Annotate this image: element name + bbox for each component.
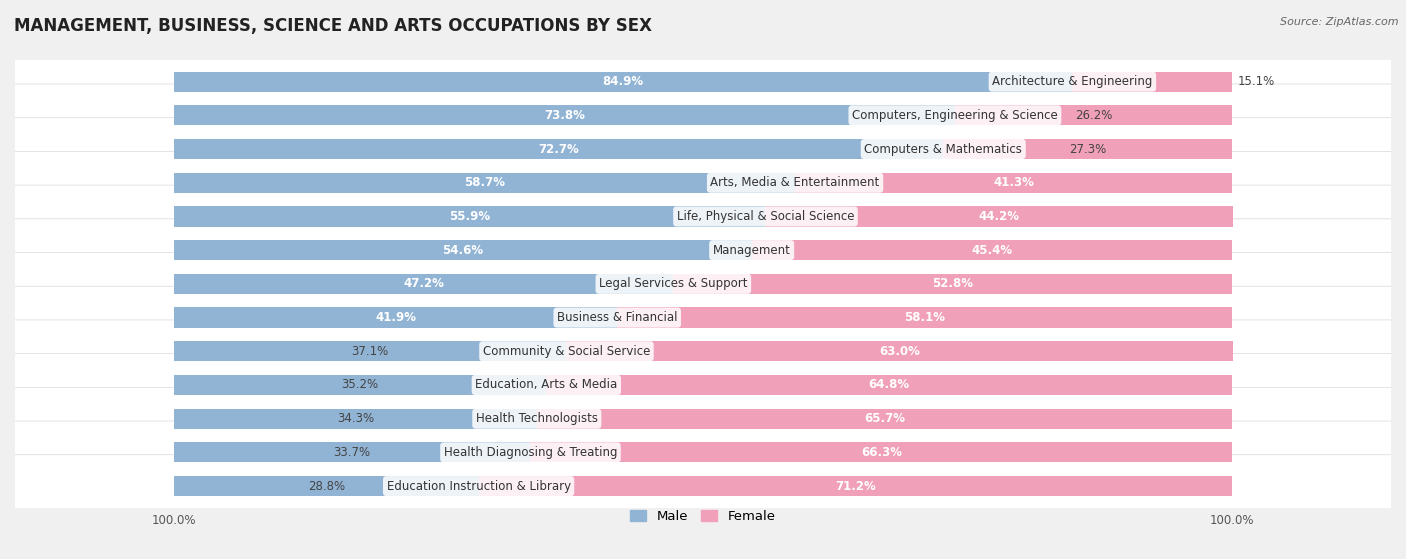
Text: 44.2%: 44.2% — [979, 210, 1019, 223]
FancyBboxPatch shape — [11, 253, 1395, 315]
FancyBboxPatch shape — [11, 118, 1395, 181]
Text: 34.3%: 34.3% — [336, 412, 374, 425]
Text: 45.4%: 45.4% — [972, 244, 1012, 257]
Text: Education, Arts & Media: Education, Arts & Media — [475, 378, 617, 391]
FancyBboxPatch shape — [11, 151, 1395, 214]
Bar — [765, 206, 1233, 226]
Text: Legal Services & Support: Legal Services & Support — [599, 277, 748, 290]
FancyBboxPatch shape — [11, 455, 1395, 518]
Text: Architecture & Engineering: Architecture & Engineering — [993, 75, 1153, 88]
Text: 64.8%: 64.8% — [869, 378, 910, 391]
Text: Computers & Mathematics: Computers & Mathematics — [865, 143, 1022, 155]
Bar — [174, 341, 567, 361]
FancyBboxPatch shape — [11, 387, 1395, 450]
Bar — [174, 307, 617, 328]
Bar — [547, 375, 1232, 395]
Text: Source: ZipAtlas.com: Source: ZipAtlas.com — [1281, 17, 1399, 27]
Text: 33.7%: 33.7% — [333, 446, 371, 459]
Bar — [537, 409, 1232, 429]
FancyBboxPatch shape — [11, 354, 1395, 416]
Text: 15.1%: 15.1% — [1237, 75, 1275, 88]
Text: 35.2%: 35.2% — [342, 378, 378, 391]
Text: 65.7%: 65.7% — [865, 412, 905, 425]
Text: Health Diagnosing & Treating: Health Diagnosing & Treating — [444, 446, 617, 459]
Legend: Male, Female: Male, Female — [626, 505, 780, 528]
Text: 58.1%: 58.1% — [904, 311, 945, 324]
Bar — [567, 341, 1233, 361]
Bar — [478, 476, 1232, 496]
Text: 54.6%: 54.6% — [441, 244, 484, 257]
Bar — [174, 173, 794, 193]
Bar — [174, 274, 673, 294]
Text: 52.8%: 52.8% — [932, 277, 973, 290]
Bar — [174, 72, 1073, 92]
Bar — [794, 173, 1232, 193]
FancyBboxPatch shape — [11, 286, 1395, 349]
Bar — [530, 442, 1232, 462]
Text: 71.2%: 71.2% — [835, 480, 876, 492]
Text: Computers, Engineering & Science: Computers, Engineering & Science — [852, 109, 1057, 122]
FancyBboxPatch shape — [11, 84, 1395, 146]
Text: 26.2%: 26.2% — [1074, 109, 1112, 122]
Text: 58.7%: 58.7% — [464, 176, 505, 190]
Text: 72.7%: 72.7% — [538, 143, 579, 155]
Bar — [174, 139, 943, 159]
Bar — [174, 409, 537, 429]
Text: Community & Social Service: Community & Social Service — [482, 345, 650, 358]
Text: 55.9%: 55.9% — [449, 210, 491, 223]
Text: Management: Management — [713, 244, 790, 257]
Text: Business & Financial: Business & Financial — [557, 311, 678, 324]
FancyBboxPatch shape — [11, 421, 1395, 484]
Text: 47.2%: 47.2% — [404, 277, 444, 290]
Bar — [673, 274, 1232, 294]
Bar — [752, 240, 1232, 260]
FancyBboxPatch shape — [11, 219, 1395, 282]
Text: Life, Physical & Social Science: Life, Physical & Social Science — [676, 210, 855, 223]
Bar — [174, 476, 478, 496]
Text: 41.3%: 41.3% — [993, 176, 1033, 190]
Text: 27.3%: 27.3% — [1069, 143, 1107, 155]
Bar — [174, 375, 547, 395]
Text: Arts, Media & Entertainment: Arts, Media & Entertainment — [710, 176, 880, 190]
Text: 28.8%: 28.8% — [308, 480, 344, 492]
Text: 37.1%: 37.1% — [352, 345, 388, 358]
Bar — [174, 240, 752, 260]
Text: 41.9%: 41.9% — [375, 311, 416, 324]
FancyBboxPatch shape — [11, 320, 1395, 382]
Text: 73.8%: 73.8% — [544, 109, 585, 122]
FancyBboxPatch shape — [11, 185, 1395, 248]
Bar — [174, 442, 530, 462]
Text: Education Instruction & Library: Education Instruction & Library — [387, 480, 571, 492]
Text: 66.3%: 66.3% — [860, 446, 901, 459]
Bar — [174, 105, 955, 125]
Text: 84.9%: 84.9% — [603, 75, 644, 88]
Bar — [1073, 72, 1232, 92]
Text: Health Technologists: Health Technologists — [475, 412, 598, 425]
Text: MANAGEMENT, BUSINESS, SCIENCE AND ARTS OCCUPATIONS BY SEX: MANAGEMENT, BUSINESS, SCIENCE AND ARTS O… — [14, 17, 652, 35]
Bar — [943, 139, 1232, 159]
Text: 63.0%: 63.0% — [879, 345, 921, 358]
Bar — [174, 206, 765, 226]
Bar — [617, 307, 1232, 328]
FancyBboxPatch shape — [11, 50, 1395, 113]
Bar — [955, 105, 1232, 125]
